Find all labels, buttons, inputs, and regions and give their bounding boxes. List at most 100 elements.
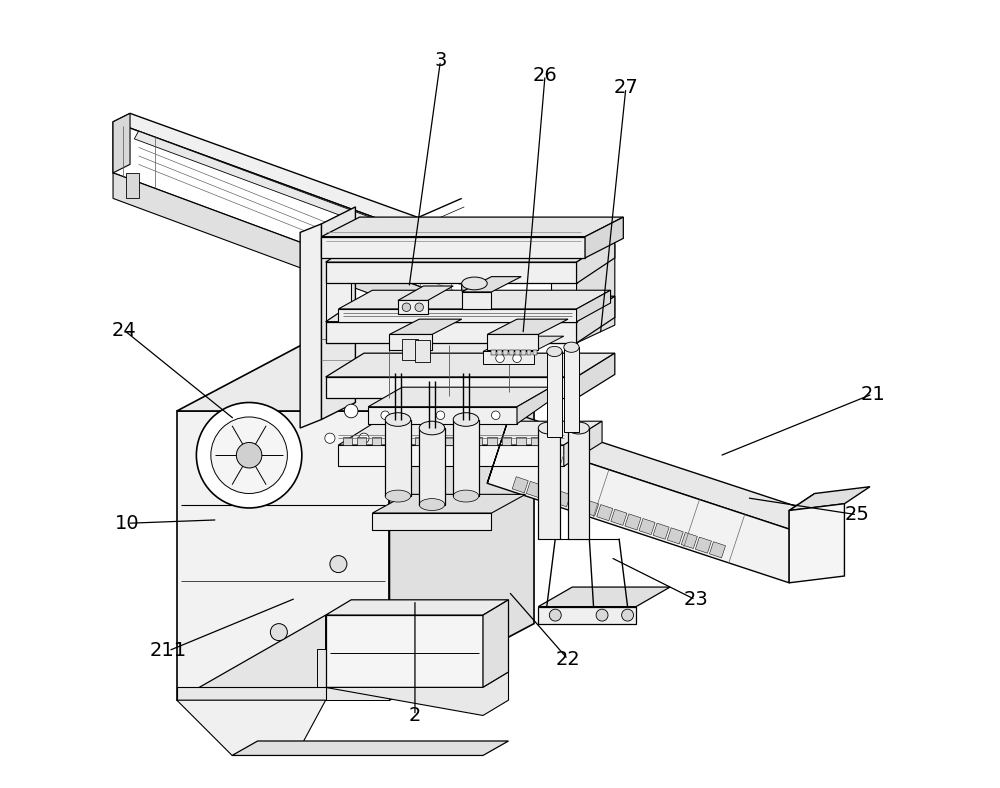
- Polygon shape: [326, 296, 615, 322]
- Circle shape: [381, 411, 389, 419]
- Polygon shape: [113, 113, 130, 173]
- Polygon shape: [113, 113, 483, 250]
- Circle shape: [344, 404, 358, 418]
- Circle shape: [395, 404, 409, 418]
- Polygon shape: [512, 477, 528, 492]
- Polygon shape: [389, 334, 534, 701]
- Polygon shape: [415, 437, 424, 445]
- Polygon shape: [483, 600, 509, 687]
- Polygon shape: [487, 412, 511, 483]
- Text: 26: 26: [533, 65, 557, 84]
- Ellipse shape: [453, 490, 479, 502]
- Polygon shape: [564, 422, 602, 466]
- Polygon shape: [386, 437, 395, 445]
- Polygon shape: [473, 437, 482, 445]
- Polygon shape: [585, 217, 623, 258]
- Polygon shape: [400, 437, 410, 445]
- Polygon shape: [564, 348, 579, 433]
- Polygon shape: [521, 350, 526, 355]
- Polygon shape: [402, 339, 418, 360]
- Polygon shape: [177, 334, 534, 411]
- Polygon shape: [126, 173, 139, 199]
- Text: 27: 27: [613, 78, 638, 98]
- Ellipse shape: [419, 499, 445, 511]
- Polygon shape: [583, 500, 599, 516]
- Polygon shape: [326, 353, 615, 377]
- Polygon shape: [538, 428, 560, 538]
- Polygon shape: [491, 350, 496, 355]
- Polygon shape: [321, 236, 585, 258]
- Polygon shape: [134, 131, 466, 261]
- Text: 23: 23: [683, 590, 708, 609]
- Polygon shape: [551, 262, 577, 343]
- Polygon shape: [540, 486, 556, 502]
- Polygon shape: [538, 587, 670, 607]
- Circle shape: [359, 433, 369, 444]
- Polygon shape: [317, 649, 389, 701]
- Polygon shape: [503, 412, 813, 534]
- Polygon shape: [338, 422, 602, 445]
- Circle shape: [461, 433, 471, 444]
- Polygon shape: [357, 437, 366, 445]
- Polygon shape: [453, 419, 479, 496]
- Polygon shape: [526, 481, 542, 497]
- Circle shape: [330, 556, 347, 573]
- Circle shape: [270, 623, 287, 641]
- Polygon shape: [653, 523, 669, 539]
- Ellipse shape: [419, 422, 445, 435]
- Polygon shape: [232, 741, 509, 756]
- Circle shape: [549, 609, 561, 621]
- Text: 211: 211: [150, 641, 187, 660]
- Ellipse shape: [564, 342, 579, 352]
- Polygon shape: [321, 217, 623, 236]
- Polygon shape: [462, 241, 483, 302]
- Polygon shape: [458, 437, 468, 445]
- Polygon shape: [326, 672, 509, 716]
- Circle shape: [436, 411, 445, 419]
- Circle shape: [622, 609, 634, 621]
- Polygon shape: [569, 496, 585, 511]
- Circle shape: [370, 404, 383, 418]
- Circle shape: [211, 417, 287, 493]
- Polygon shape: [515, 350, 520, 355]
- Polygon shape: [554, 491, 571, 507]
- Polygon shape: [444, 437, 453, 445]
- Polygon shape: [487, 319, 568, 334]
- Circle shape: [325, 433, 335, 444]
- Text: 2: 2: [409, 706, 421, 725]
- Polygon shape: [300, 224, 321, 428]
- Polygon shape: [577, 244, 615, 343]
- Polygon shape: [667, 528, 683, 544]
- Polygon shape: [462, 277, 521, 292]
- Text: 24: 24: [112, 321, 136, 340]
- Circle shape: [491, 411, 500, 419]
- Polygon shape: [577, 236, 615, 284]
- Polygon shape: [533, 350, 537, 355]
- Polygon shape: [177, 615, 326, 722]
- Ellipse shape: [453, 413, 479, 426]
- Ellipse shape: [385, 413, 411, 426]
- Polygon shape: [538, 607, 636, 623]
- Polygon shape: [487, 435, 805, 583]
- Polygon shape: [113, 173, 462, 328]
- Text: 3: 3: [434, 51, 447, 70]
- Polygon shape: [577, 290, 611, 322]
- Circle shape: [427, 433, 437, 444]
- Polygon shape: [389, 319, 462, 334]
- Text: 21: 21: [860, 385, 885, 403]
- Polygon shape: [415, 340, 430, 362]
- Polygon shape: [487, 334, 538, 350]
- Polygon shape: [326, 377, 577, 398]
- Polygon shape: [326, 262, 577, 284]
- Polygon shape: [789, 493, 815, 583]
- Polygon shape: [611, 509, 627, 526]
- Circle shape: [596, 609, 608, 621]
- Polygon shape: [527, 350, 531, 355]
- Polygon shape: [497, 350, 502, 355]
- Polygon shape: [789, 511, 813, 583]
- Polygon shape: [338, 445, 564, 466]
- Circle shape: [393, 433, 403, 444]
- Polygon shape: [597, 504, 613, 521]
- Polygon shape: [372, 437, 381, 445]
- Polygon shape: [368, 407, 517, 424]
